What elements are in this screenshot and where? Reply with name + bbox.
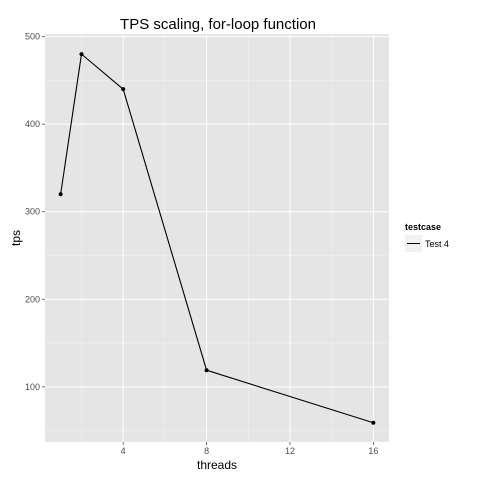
- major-gridlines: [45, 34, 389, 442]
- y-tick-label: 400: [25, 119, 40, 129]
- x-tick-label: 12: [285, 446, 295, 456]
- x-axis-title: threads: [197, 458, 237, 472]
- x-tick-label: 4: [121, 446, 126, 456]
- data-point: [58, 192, 63, 197]
- chart-title: TPS scaling, for-loop function: [120, 16, 316, 33]
- minor-gridlines: [45, 34, 389, 442]
- data-point: [204, 368, 209, 373]
- series-points: [58, 52, 376, 425]
- x-tick-label: 8: [204, 446, 209, 456]
- data-point: [371, 420, 376, 425]
- plot-panel: [45, 34, 389, 442]
- y-tick-label: 100: [25, 382, 40, 392]
- x-axis-ticks: 4 8 12 16: [121, 442, 378, 456]
- y-tick-label: 500: [25, 32, 40, 42]
- y-axis-title: tps: [9, 230, 23, 246]
- y-tick-label: 200: [25, 294, 40, 304]
- legend-title: testcase: [405, 222, 441, 232]
- data-point: [79, 52, 84, 57]
- x-tick-label: 16: [368, 446, 378, 456]
- y-tick-label: 300: [25, 207, 40, 217]
- data-point: [121, 87, 126, 92]
- legend: testcase Test 4: [405, 222, 449, 252]
- legend-label-test-4: Test 4: [425, 239, 449, 249]
- y-axis-ticks: 100 200 300 400 500: [25, 32, 45, 392]
